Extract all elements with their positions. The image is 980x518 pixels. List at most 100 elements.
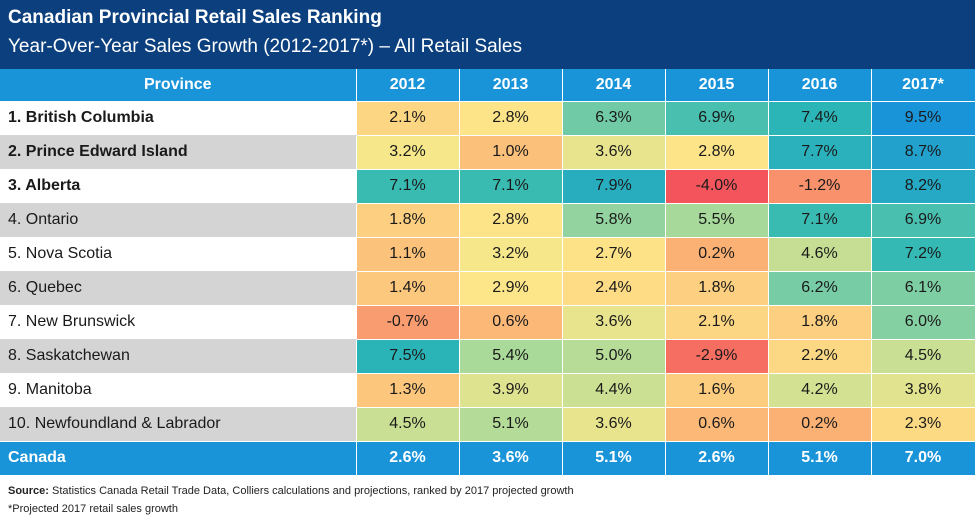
growth-cell: 7.2% xyxy=(871,237,976,272)
growth-cell: 2.7% xyxy=(562,237,666,272)
growth-cell: 6.9% xyxy=(871,203,976,238)
province-label: 2. Prince Edward Island xyxy=(0,135,357,170)
sales-table: Province 2012 2013 2014 2015 2016 2017* … xyxy=(0,69,976,476)
chart-notes: Source: Statistics Canada Retail Trade D… xyxy=(0,476,975,518)
canada-label: Canada xyxy=(0,441,357,476)
canada-value-2012: 2.6% xyxy=(356,441,460,476)
source-note: Source: Statistics Canada Retail Trade D… xyxy=(8,482,975,500)
source-text: Statistics Canada Retail Trade Data, Col… xyxy=(48,484,574,497)
growth-cell: 8.2% xyxy=(871,169,976,204)
chart-header: Canadian Provincial Retail Sales Ranking… xyxy=(0,0,975,69)
canada-value-2017: 7.0% xyxy=(871,441,976,476)
province-label: 9. Manitoba xyxy=(0,373,357,408)
growth-cell: 5.5% xyxy=(665,203,769,238)
growth-cell: 7.1% xyxy=(768,203,872,238)
growth-cell: 2.4% xyxy=(562,271,666,306)
growth-cell: 3.2% xyxy=(356,135,460,170)
growth-cell: 1.0% xyxy=(459,135,563,170)
source-label: Source: xyxy=(8,484,49,497)
growth-cell: 3.8% xyxy=(871,373,976,408)
chart-title: Canadian Provincial Retail Sales Ranking xyxy=(8,7,382,28)
projected-note: *Projected 2017 retail sales growth xyxy=(8,502,178,515)
growth-cell: 2.9% xyxy=(459,271,563,306)
growth-cell: 1.8% xyxy=(665,271,769,306)
table-body: 1. British Columbia 2.1% 2.8% 6.3% 6.9% 7.4% 9… xyxy=(0,101,976,442)
growth-cell: 1.6% xyxy=(665,373,769,408)
growth-cell: 0.6% xyxy=(459,305,563,340)
growth-cell: 5.4% xyxy=(459,339,563,374)
growth-cell: 3.6% xyxy=(562,135,666,170)
growth-cell: 1.4% xyxy=(356,271,460,306)
growth-cell: 8.7% xyxy=(871,135,976,170)
column-header-province: Province xyxy=(0,69,357,102)
growth-cell: 5.8% xyxy=(562,203,666,238)
canada-total-row: Canada 2.6% 3.6% 5.1% 2.6% 5.1% 7.0% xyxy=(0,441,976,476)
province-label: 1. British Columbia xyxy=(0,101,357,136)
growth-cell: -4.0% xyxy=(665,169,769,204)
table-row: 8. Saskatchewan 7.5% 5.4% 5.0% -2.9% 2.2% 4.5% xyxy=(0,339,976,374)
table-row: 6. Quebec 1.4% 2.9% 2.4% 1.8% 6.2% 6.1% xyxy=(0,271,976,306)
growth-cell: 1.3% xyxy=(356,373,460,408)
canada-value-2013: 3.6% xyxy=(459,441,563,476)
growth-cell: 3.6% xyxy=(562,305,666,340)
growth-cell: 6.9% xyxy=(665,101,769,136)
growth-cell: 9.5% xyxy=(871,101,976,136)
column-header-2016: 2016 xyxy=(768,69,872,102)
growth-cell: 7.4% xyxy=(768,101,872,136)
growth-cell: 6.3% xyxy=(562,101,666,136)
table-row: 10. Newfoundland & Labrador 4.5% 5.1% 3.6% 0… xyxy=(0,407,976,442)
table-row: 7. New Brunswick -0.7% 0.6% 3.6% 2.1% 1.8% 6.0… xyxy=(0,305,976,340)
growth-cell: 7.9% xyxy=(562,169,666,204)
growth-cell: 7.1% xyxy=(356,169,460,204)
growth-cell: 1.1% xyxy=(356,237,460,272)
column-header-2015: 2015 xyxy=(665,69,769,102)
growth-cell: 1.8% xyxy=(768,305,872,340)
growth-cell: 7.1% xyxy=(459,169,563,204)
growth-cell: 5.0% xyxy=(562,339,666,374)
province-label: 5. Nova Scotia xyxy=(0,237,357,272)
province-label: 4. Ontario xyxy=(0,203,357,238)
growth-cell: 7.5% xyxy=(356,339,460,374)
province-label: 8. Saskatchewan xyxy=(0,339,357,374)
growth-cell: -1.2% xyxy=(768,169,872,204)
growth-cell: 6.2% xyxy=(768,271,872,306)
table-row: 4. Ontario 1.8% 2.8% 5.8% 5.5% 7.1% 6.9% xyxy=(0,203,976,238)
growth-cell: 3.2% xyxy=(459,237,563,272)
column-header-2012: 2012 xyxy=(356,69,460,102)
growth-cell: 2.1% xyxy=(665,305,769,340)
chart-subtitle: Year-Over-Year Sales Growth (2012-2017*)… xyxy=(8,36,522,57)
growth-cell: 4.4% xyxy=(562,373,666,408)
province-label: 6. Quebec xyxy=(0,271,357,306)
canada-value-2014: 5.1% xyxy=(562,441,666,476)
growth-cell: 2.8% xyxy=(459,203,563,238)
growth-cell: 6.1% xyxy=(871,271,976,306)
column-header-2014: 2014 xyxy=(562,69,666,102)
growth-cell: 2.8% xyxy=(665,135,769,170)
growth-cell: 4.5% xyxy=(871,339,976,374)
canada-value-2016: 5.1% xyxy=(768,441,872,476)
growth-cell: 2.1% xyxy=(356,101,460,136)
table-row: 3. Alberta 7.1% 7.1% 7.9% -4.0% -1.2% 8.2% xyxy=(0,169,976,204)
table-row: 1. British Columbia 2.1% 2.8% 6.3% 6.9% 7.4% 9… xyxy=(0,101,976,136)
province-label: 3. Alberta xyxy=(0,169,357,204)
growth-cell: 4.6% xyxy=(768,237,872,272)
table-header-row: Province 2012 2013 2014 2015 2016 2017* xyxy=(0,69,976,102)
growth-cell: -2.9% xyxy=(665,339,769,374)
growth-cell: 5.1% xyxy=(459,407,563,442)
growth-cell: 3.9% xyxy=(459,373,563,408)
growth-cell: 1.8% xyxy=(356,203,460,238)
growth-cell: 0.2% xyxy=(768,407,872,442)
column-header-2013: 2013 xyxy=(459,69,563,102)
growth-cell: 2.2% xyxy=(768,339,872,374)
table-row: 5. Nova Scotia 1.1% 3.2% 2.7% 0.2% 4.6% 7.2% xyxy=(0,237,976,272)
province-label: 7. New Brunswick xyxy=(0,305,357,340)
growth-cell: 2.8% xyxy=(459,101,563,136)
table-row: 9. Manitoba 1.3% 3.9% 4.4% 1.6% 4.2% 3.8% xyxy=(0,373,976,408)
province-label: 10. Newfoundland & Labrador xyxy=(0,407,357,442)
growth-cell: 7.7% xyxy=(768,135,872,170)
growth-cell: 3.6% xyxy=(562,407,666,442)
growth-cell: 0.6% xyxy=(665,407,769,442)
growth-cell: 6.0% xyxy=(871,305,976,340)
table-row: 2. Prince Edward Island 3.2% 1.0% 3.6% 2.8% 7… xyxy=(0,135,976,170)
